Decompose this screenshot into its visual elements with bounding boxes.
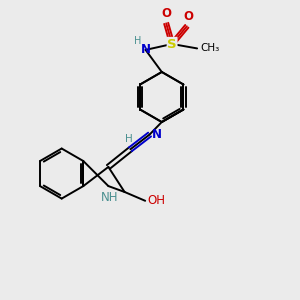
Text: N: N xyxy=(152,128,162,141)
Text: H: H xyxy=(134,36,141,46)
Text: N: N xyxy=(141,44,151,56)
Text: H: H xyxy=(125,134,133,144)
Text: NH: NH xyxy=(101,191,118,204)
Text: OH: OH xyxy=(148,194,166,207)
Text: O: O xyxy=(161,7,171,20)
Text: CH₃: CH₃ xyxy=(201,44,220,53)
Text: O: O xyxy=(183,10,193,23)
Text: S: S xyxy=(167,38,177,50)
